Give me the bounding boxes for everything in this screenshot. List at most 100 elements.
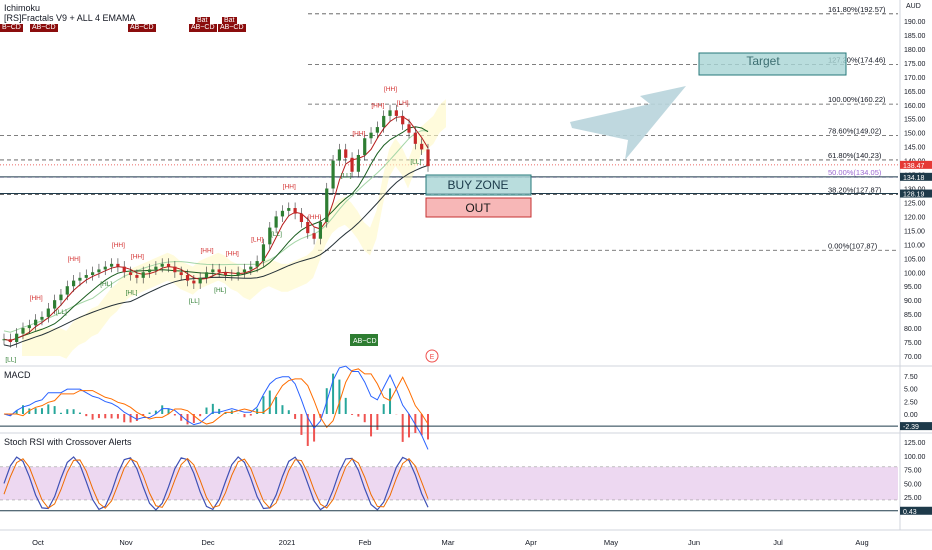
candle-body bbox=[344, 149, 348, 158]
stoch-band bbox=[0, 466, 898, 500]
pattern-badge: AB~CD bbox=[353, 338, 377, 345]
fractal-label: [LH] bbox=[397, 100, 409, 107]
grid bbox=[0, 0, 932, 531]
x-tick-label: Apr bbox=[525, 538, 537, 547]
candle-body bbox=[274, 216, 278, 228]
candle-body bbox=[420, 143, 424, 150]
macd-tick-label: 2.50 bbox=[904, 399, 918, 406]
fractal-label: [HL] bbox=[100, 281, 112, 288]
candle-body bbox=[293, 208, 297, 214]
candle-body bbox=[147, 269, 152, 273]
price-tick-label: 125.00 bbox=[904, 200, 926, 207]
fractal-label: [LL] bbox=[56, 309, 67, 316]
x-tick-label: Jun bbox=[688, 538, 700, 547]
pattern-tag: AB~CD bbox=[218, 24, 246, 32]
ma-line bbox=[3, 164, 429, 347]
candle-body bbox=[382, 115, 386, 128]
price-tick-label: 175.00 bbox=[904, 61, 926, 68]
price-label: 128.19 bbox=[903, 192, 925, 199]
stoch-value-label: 0.43 bbox=[903, 509, 917, 516]
fib-label: 38.20%(127.87) bbox=[828, 185, 882, 194]
out-zone bbox=[425, 197, 532, 218]
x-tick-label: 2021 bbox=[279, 538, 296, 547]
candle-body bbox=[388, 110, 392, 116]
candle-body bbox=[90, 272, 95, 276]
price-tick-label: 160.00 bbox=[904, 103, 926, 110]
x-tick-label: Oct bbox=[32, 538, 45, 547]
buy-zone bbox=[425, 174, 532, 196]
candle-body bbox=[34, 319, 38, 326]
macd-tick-label: 7.50 bbox=[904, 374, 918, 381]
price-tick-label: 155.00 bbox=[904, 117, 926, 124]
buy-zone-label: BUY ZONE bbox=[447, 178, 508, 192]
candle-body bbox=[192, 280, 196, 284]
candle-body bbox=[53, 300, 57, 309]
macd-value-label: -2.39 bbox=[903, 424, 919, 431]
fractal-label: [HH] bbox=[30, 295, 43, 302]
fractal-label: [HH] bbox=[68, 256, 81, 263]
candle-body bbox=[337, 149, 342, 161]
macd-label[interactable]: MACD bbox=[4, 370, 31, 380]
price-tick-label: 80.00 bbox=[904, 326, 922, 333]
pattern-badge-bg bbox=[350, 334, 378, 346]
fib-label: 50.00%(134.05) bbox=[828, 168, 882, 177]
price-tick-label: 85.00 bbox=[904, 312, 922, 319]
price-tick-label: 100.00 bbox=[904, 270, 926, 277]
candle-body bbox=[179, 272, 183, 276]
candle-body bbox=[211, 269, 215, 273]
candle-body bbox=[27, 325, 31, 329]
price-label-bg bbox=[900, 172, 932, 181]
candle-body bbox=[299, 213, 304, 222]
fractal-label: [HH] bbox=[352, 130, 365, 137]
fib-label: 100.00%(160.22) bbox=[828, 95, 886, 104]
price-tick-label: 70.00 bbox=[904, 354, 922, 361]
signal-line bbox=[4, 368, 429, 429]
candle-body bbox=[8, 339, 12, 343]
earnings-marker: E bbox=[430, 354, 435, 361]
ichimoku-label[interactable]: Ichimoku bbox=[4, 3, 41, 13]
stoch-pane bbox=[0, 456, 898, 512]
price-tick-label: 110.00 bbox=[904, 242, 925, 249]
price-tick-label: 105.00 bbox=[904, 256, 926, 263]
candle-body bbox=[141, 272, 145, 278]
candle-body bbox=[223, 272, 228, 276]
macd-tick-label: 0.00 bbox=[904, 412, 918, 419]
candle-body bbox=[217, 269, 221, 273]
price-tick-label: 145.00 bbox=[904, 145, 926, 152]
fib-label: 78.60%(149.02) bbox=[828, 126, 882, 135]
candle-body bbox=[369, 132, 373, 139]
bat-tag: Bat bbox=[222, 17, 237, 25]
fib-label: 127.20%(174.46) bbox=[828, 55, 886, 64]
stoch-d-line bbox=[3, 457, 429, 509]
x-tick-label: Aug bbox=[855, 538, 868, 547]
candle-body bbox=[59, 294, 63, 301]
target-zone bbox=[698, 52, 847, 76]
candle-body bbox=[230, 275, 234, 277]
candle-body bbox=[173, 266, 177, 273]
fractal-label: [HH] bbox=[283, 184, 296, 191]
stoch-tick-label: 50.00 bbox=[904, 481, 922, 488]
candle-body bbox=[160, 263, 164, 267]
fractal-label: [LL] bbox=[271, 231, 282, 238]
zones: Target BUY ZONE OUT bbox=[425, 52, 847, 218]
fractal-label: [LH] bbox=[251, 237, 263, 244]
stoch-tick-label: 125.00 bbox=[904, 440, 926, 447]
out-label: OUT bbox=[465, 201, 491, 215]
stoch-label[interactable]: Stoch RSI with Crossover Alerts bbox=[4, 437, 132, 447]
candle-body bbox=[394, 110, 398, 116]
stoch-k-line bbox=[3, 456, 429, 511]
candle-body bbox=[65, 286, 69, 295]
candle-body bbox=[166, 263, 171, 267]
price-tick-label: 165.00 bbox=[904, 89, 926, 96]
price-label: 134.18 bbox=[903, 175, 925, 182]
candle-body bbox=[287, 208, 291, 211]
pattern-tag: AB~CD bbox=[189, 24, 217, 32]
candle-body bbox=[40, 316, 44, 320]
fractals-label[interactable]: [RS]Fractals V9 + ALL 4 EMAMA bbox=[4, 13, 136, 23]
candle-body bbox=[21, 328, 25, 334]
fractal-label: [HH] bbox=[226, 251, 239, 258]
candle-body bbox=[261, 244, 266, 262]
candle-body bbox=[325, 188, 329, 222]
candle-body bbox=[268, 227, 272, 245]
candle-body bbox=[97, 269, 101, 273]
